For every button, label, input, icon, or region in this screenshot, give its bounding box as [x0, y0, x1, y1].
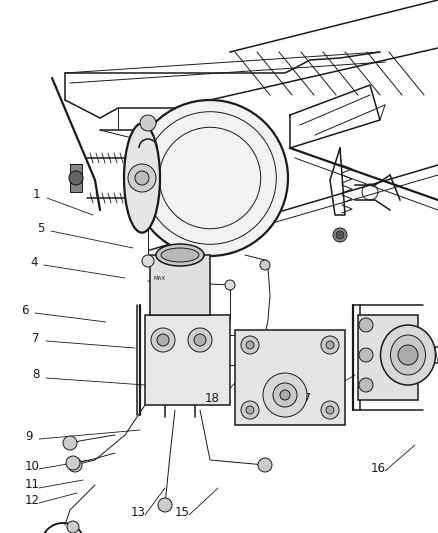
- Polygon shape: [235, 330, 345, 425]
- Text: 11: 11: [25, 479, 40, 491]
- Polygon shape: [358, 315, 418, 400]
- Text: 5: 5: [37, 222, 44, 235]
- Polygon shape: [70, 164, 82, 192]
- Circle shape: [333, 228, 347, 242]
- Text: 4: 4: [30, 255, 38, 269]
- Circle shape: [260, 260, 270, 270]
- Circle shape: [194, 334, 206, 346]
- Text: 13: 13: [131, 505, 146, 519]
- Ellipse shape: [161, 248, 199, 262]
- Text: 10: 10: [25, 459, 40, 472]
- Circle shape: [63, 436, 77, 450]
- Circle shape: [66, 456, 80, 470]
- Text: 7: 7: [32, 332, 39, 344]
- Text: 18: 18: [205, 392, 220, 405]
- Circle shape: [336, 231, 344, 239]
- Circle shape: [326, 341, 334, 349]
- Polygon shape: [150, 255, 210, 315]
- Circle shape: [258, 458, 272, 472]
- Circle shape: [263, 373, 307, 417]
- Text: 9: 9: [25, 430, 32, 442]
- Circle shape: [359, 348, 373, 362]
- Text: 8: 8: [32, 368, 39, 382]
- Circle shape: [359, 318, 373, 332]
- Text: 15: 15: [175, 505, 190, 519]
- Circle shape: [69, 171, 83, 185]
- Circle shape: [67, 521, 79, 533]
- Circle shape: [140, 115, 156, 131]
- Ellipse shape: [391, 335, 425, 375]
- Text: 1: 1: [33, 189, 40, 201]
- Circle shape: [280, 390, 290, 400]
- Circle shape: [321, 336, 339, 354]
- Circle shape: [142, 255, 154, 267]
- Ellipse shape: [156, 244, 204, 266]
- Ellipse shape: [124, 124, 160, 232]
- Circle shape: [246, 406, 254, 414]
- Circle shape: [246, 341, 254, 349]
- Circle shape: [273, 383, 297, 407]
- Circle shape: [359, 378, 373, 392]
- Circle shape: [135, 171, 149, 185]
- Circle shape: [157, 334, 169, 346]
- Circle shape: [326, 406, 334, 414]
- Text: 12: 12: [25, 494, 40, 506]
- Circle shape: [321, 401, 339, 419]
- Text: 16: 16: [371, 462, 386, 474]
- Circle shape: [132, 100, 288, 256]
- Circle shape: [158, 498, 172, 512]
- Circle shape: [241, 401, 259, 419]
- Circle shape: [241, 336, 259, 354]
- Circle shape: [188, 328, 212, 352]
- Ellipse shape: [381, 325, 435, 385]
- Circle shape: [128, 164, 156, 192]
- Circle shape: [151, 328, 175, 352]
- Circle shape: [398, 345, 418, 365]
- Text: MAX: MAX: [153, 276, 165, 281]
- Circle shape: [225, 280, 235, 290]
- Polygon shape: [145, 315, 230, 405]
- Text: 6: 6: [21, 303, 28, 317]
- Text: 17: 17: [297, 392, 312, 405]
- Circle shape: [68, 458, 82, 472]
